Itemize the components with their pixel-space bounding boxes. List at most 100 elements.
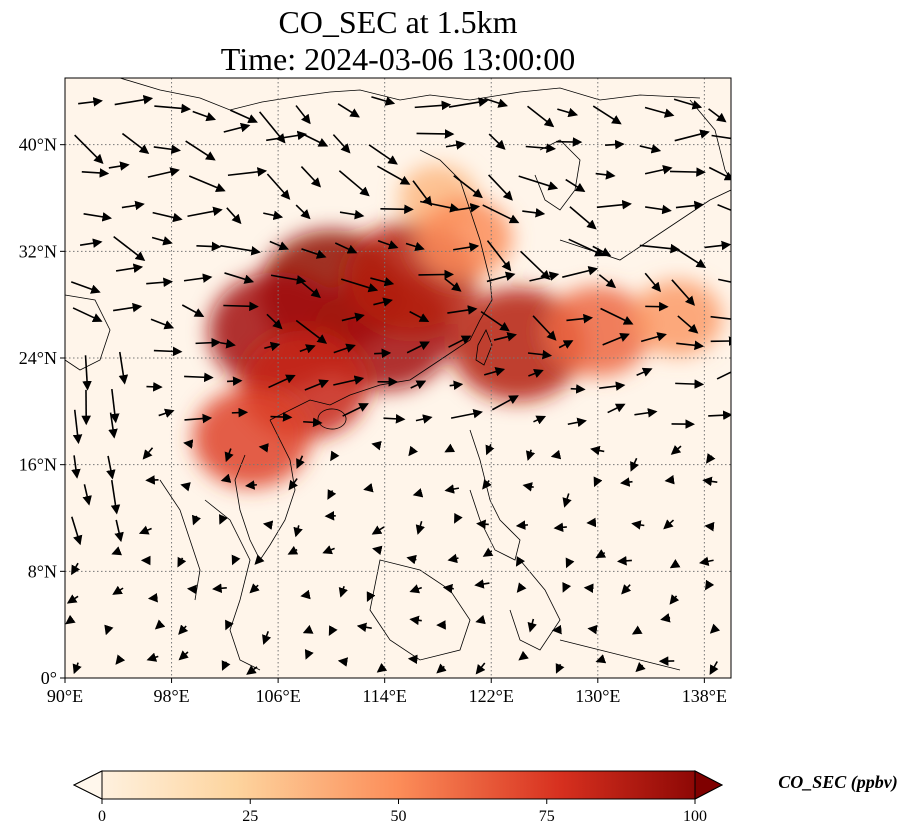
wind-arrow <box>268 374 296 389</box>
wind-arrow <box>444 443 456 453</box>
wind-arrow <box>188 175 226 192</box>
wind-arrow <box>631 520 645 530</box>
wind-arrow <box>453 175 483 199</box>
wind-arrow <box>221 660 231 671</box>
wind-arrow <box>600 307 634 325</box>
chart-title: CO_SEC at 1.5km <box>278 4 517 40</box>
wind-arrow <box>583 583 594 594</box>
colorbar-bar <box>72 770 724 800</box>
wind-arrow <box>104 624 114 636</box>
wind-arrow <box>592 245 612 257</box>
wind-arrow <box>449 380 464 390</box>
wind-arrow <box>82 484 92 506</box>
colorbar: 0 25 50 75 100 CO_SEC (ppbv) <box>72 770 898 825</box>
wind-arrow <box>263 210 284 221</box>
wind-arrow <box>675 200 704 211</box>
wind-arrow <box>229 109 258 124</box>
wind-arrow <box>630 457 639 472</box>
wind-arrow <box>644 272 661 293</box>
wind-arrow <box>220 339 236 349</box>
wind-arrow <box>599 381 626 391</box>
wind-arrow <box>620 477 633 487</box>
wind-arrow <box>522 482 534 492</box>
wind-arrow <box>716 371 731 380</box>
wind-arrow <box>366 591 376 602</box>
x-tick-label: 130°E <box>575 686 620 706</box>
wind-arrow <box>671 279 695 306</box>
y-tick-label: 24°N <box>19 348 57 368</box>
wind-arrow <box>231 407 249 418</box>
wind-arrow <box>480 310 510 332</box>
gridlines <box>65 78 731 678</box>
wind-arrow <box>383 414 406 424</box>
wind-arrow <box>356 622 372 633</box>
wind-arrow <box>363 483 374 493</box>
wind-arrow <box>181 304 205 318</box>
wind-arrow <box>142 447 154 460</box>
wind-arrow <box>593 476 603 488</box>
wind-arrow <box>636 367 653 377</box>
wind-arrow <box>416 129 455 139</box>
wind-arrow <box>338 585 348 598</box>
wind-arrow <box>113 235 146 262</box>
wind-arrow <box>660 613 671 623</box>
wind-arrow <box>153 346 183 357</box>
wind-arrow <box>106 455 116 480</box>
wind-arrow <box>484 366 506 377</box>
wind-arrow <box>302 624 314 634</box>
wind-arrow <box>212 583 227 594</box>
wind-arrow <box>708 108 727 123</box>
wind-arrow <box>476 519 489 530</box>
y-tick-label: 0° <box>41 668 57 688</box>
wind-arrow <box>78 97 103 107</box>
wind-arrow <box>645 204 672 215</box>
wind-arrow <box>676 340 705 351</box>
wind-arrow <box>709 623 721 634</box>
wind-arrow <box>220 244 261 256</box>
wind-arrow <box>607 403 626 414</box>
wind-arrow <box>295 204 311 220</box>
wind-arrow <box>525 143 557 153</box>
wind-arrow <box>65 614 76 625</box>
wind-arrow <box>296 455 305 469</box>
wind-arrow <box>231 554 241 566</box>
wind-arrow <box>147 167 180 178</box>
wind-arrow <box>557 107 579 118</box>
wind-arrow <box>708 410 731 421</box>
wind-arrow <box>663 519 675 530</box>
wind-arrow <box>718 278 731 283</box>
wind-arrow <box>453 242 480 252</box>
wind-arrow <box>568 238 605 257</box>
wind-arrow <box>644 165 673 175</box>
wind-arrow <box>409 310 430 322</box>
wind-arrow <box>592 105 622 125</box>
wind-arrow <box>153 144 182 155</box>
wind-arrow <box>249 583 260 594</box>
wind-arrow <box>180 482 191 492</box>
wind-arrow <box>415 521 425 535</box>
wind-arrow <box>475 662 486 675</box>
wind-arrow <box>299 344 316 354</box>
wind-arrow <box>224 272 255 284</box>
wind-arrow <box>81 168 110 178</box>
wind-arrow <box>72 307 103 323</box>
colorbar-tick-label: 75 <box>539 808 555 825</box>
wind-arrow <box>516 582 527 593</box>
wind-arrow <box>676 248 707 269</box>
wind-arrow <box>409 584 423 594</box>
wind-arrow <box>412 488 424 498</box>
wind-arrow <box>337 657 349 667</box>
y-tick-label: 32°N <box>19 241 57 261</box>
wind-arrow <box>108 412 118 439</box>
wind-arrow <box>192 110 217 122</box>
wind-arrow <box>634 408 658 418</box>
wind-arrow <box>183 439 194 449</box>
wind-arrow <box>595 549 607 559</box>
wind-arrow <box>405 241 425 252</box>
wind-arrow <box>527 618 537 633</box>
wind-arrow <box>717 204 731 212</box>
wind-arrow <box>301 248 327 259</box>
wind-arrow <box>522 208 546 218</box>
wind-arrow <box>491 395 519 411</box>
wind-arrow <box>493 332 517 342</box>
